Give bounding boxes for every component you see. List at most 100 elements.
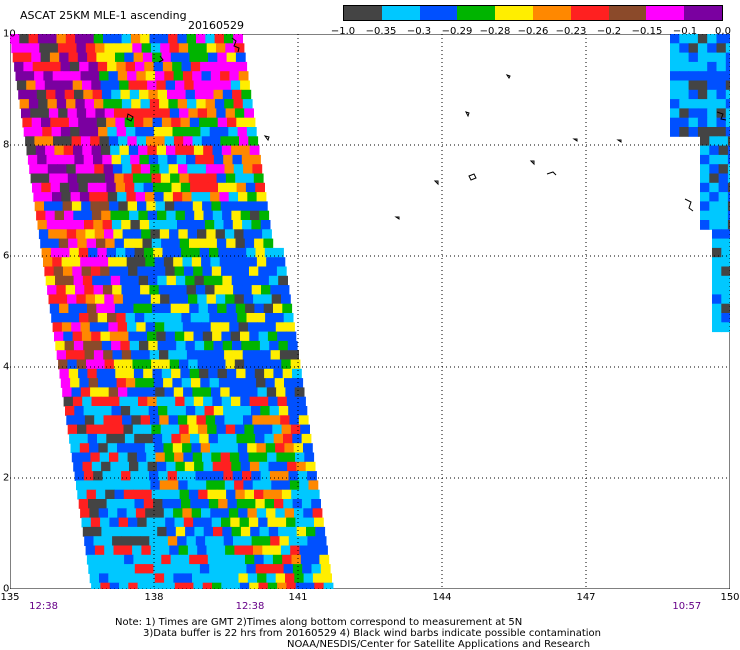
swath-cell	[183, 266, 194, 277]
swath-cell	[688, 71, 699, 81]
swath-cell	[234, 545, 245, 556]
swath-cell	[143, 368, 153, 379]
swath-cell	[80, 508, 90, 519]
swath-cell	[165, 582, 176, 589]
swath-cell	[161, 52, 172, 63]
swath-cell	[220, 452, 231, 463]
swath-cell	[91, 80, 102, 91]
swath-cell	[205, 536, 215, 546]
swath-cell	[152, 303, 162, 314]
swath-cell	[120, 89, 131, 100]
swath-cell	[152, 554, 162, 565]
swath-cell	[240, 526, 251, 537]
swath-cell	[172, 443, 183, 453]
swath-cell	[94, 545, 105, 556]
swath-cell	[201, 573, 212, 584]
swath-cell	[144, 443, 155, 453]
swath-cell	[243, 164, 253, 174]
swath-cell	[126, 508, 137, 519]
swath-cell	[209, 378, 220, 388]
swath-cell	[275, 257, 286, 267]
swath-cell	[120, 406, 131, 416]
swath-cell	[251, 536, 262, 546]
swath-cell	[82, 526, 93, 537]
swath-cell	[252, 415, 263, 426]
swath-cell	[248, 452, 259, 463]
swath-cell	[210, 443, 220, 453]
swath-cell	[96, 303, 107, 314]
swath-cell	[190, 247, 201, 258]
swath-cell	[264, 433, 275, 444]
swath-cell	[144, 61, 155, 72]
swath-cell	[87, 303, 97, 314]
swath-cell	[195, 536, 206, 546]
swath-cell	[162, 499, 173, 509]
swath-cell	[97, 61, 108, 72]
swath-cell	[85, 164, 95, 174]
swath-cell	[226, 368, 237, 379]
swath-cell	[146, 582, 157, 589]
swath-cell	[153, 313, 164, 323]
swath-cell	[204, 154, 215, 165]
swath-cell	[716, 43, 727, 54]
swath-cell	[247, 322, 258, 333]
swath-cell	[712, 257, 722, 267]
swath-cell	[213, 526, 223, 537]
swath-cell	[251, 471, 262, 481]
swath-cell	[229, 322, 240, 333]
swath-cell	[259, 461, 269, 472]
swath-cell	[50, 117, 61, 128]
swath-cell	[725, 43, 730, 54]
swath-cell	[249, 582, 259, 589]
swath-cell	[164, 136, 175, 147]
swath-cell	[65, 285, 76, 295]
swath-cell	[213, 275, 223, 286]
swath-cell	[46, 154, 57, 165]
swath-cell	[221, 80, 232, 91]
swath-cell	[221, 582, 232, 589]
swath-cell	[118, 201, 129, 212]
swath-cell	[181, 499, 191, 509]
swath-cell	[114, 489, 125, 500]
swath-cell	[238, 508, 248, 519]
swath-cell	[114, 554, 125, 565]
swath-cell	[193, 80, 204, 91]
swath-cell	[32, 182, 42, 193]
swath-cell	[137, 80, 148, 91]
swath-cell	[188, 43, 198, 54]
swath-cell	[150, 164, 160, 174]
swath-cell	[105, 173, 115, 184]
swath-cell	[85, 480, 96, 491]
swath-cell	[225, 43, 236, 54]
swath-cell	[95, 424, 106, 435]
swath-cell	[185, 340, 196, 351]
swath-cell	[253, 424, 264, 435]
swath-cell	[28, 34, 39, 44]
swath-cell	[117, 508, 128, 519]
swath-cell	[82, 145, 93, 156]
swath-cell	[179, 489, 190, 500]
swath-cell	[92, 275, 102, 286]
legend-label: −0.28	[479, 26, 511, 37]
swath-cell	[709, 145, 720, 156]
swath-cell	[246, 564, 257, 574]
swath-cell	[217, 368, 228, 379]
swath-cell	[193, 582, 204, 589]
swath-cell	[207, 108, 217, 119]
swath-cell	[244, 359, 254, 370]
legend-label: −0.2	[596, 26, 622, 37]
swath-cell	[200, 127, 211, 137]
swath-cell	[131, 99, 141, 109]
swath-cell	[290, 424, 301, 435]
swath-cell	[163, 378, 173, 388]
swath-cell	[246, 499, 256, 509]
swath-cell	[288, 406, 298, 416]
swath-cell	[199, 182, 210, 193]
swath-cell	[47, 164, 58, 174]
swath-cell	[83, 406, 94, 416]
swath-cell	[115, 117, 126, 128]
swath-cell	[84, 415, 95, 426]
swath-cell	[119, 145, 130, 156]
swath-cell	[120, 340, 131, 351]
swath-cell	[70, 127, 80, 137]
